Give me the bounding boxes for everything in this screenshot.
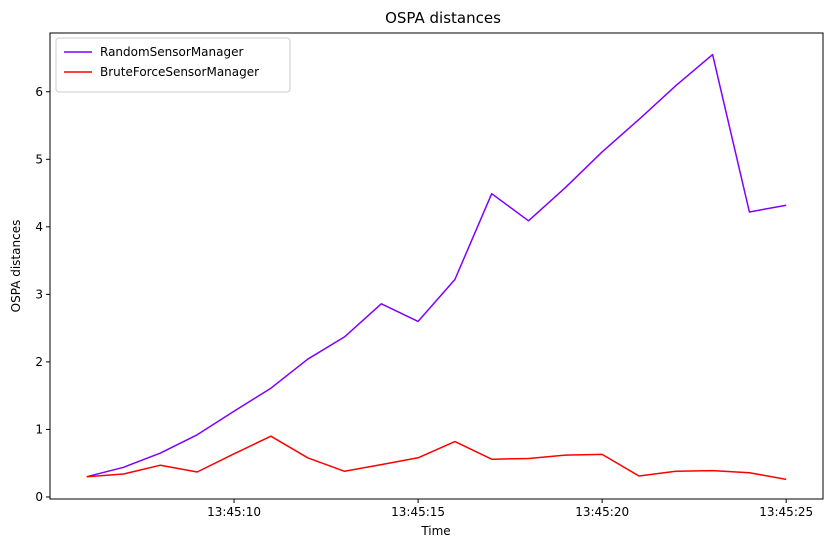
y-axis-label: OSPA distances — [9, 220, 23, 313]
x-axis-label: Time — [420, 524, 450, 538]
y-tick-label: 0 — [35, 490, 43, 504]
series-layer — [86, 53, 787, 481]
y-tick-label: 1 — [35, 422, 43, 436]
y-axis: 0 1 2 3 4 5 6 — [35, 85, 50, 504]
y-tick-label: 3 — [35, 287, 43, 301]
x-axis: 13:45:10 13:45:15 13:45:20 13:45:25 — [207, 499, 813, 519]
series-line-1 — [86, 435, 787, 481]
x-tick-label: 13:45:20 — [575, 505, 629, 519]
y-tick-label: 2 — [35, 355, 43, 369]
chart-title: OSPA distances — [385, 9, 501, 27]
x-tick-label: 13:45:15 — [391, 505, 445, 519]
plot-frame — [49, 32, 824, 500]
legend: RandomSensorManager BruteForceSensorManag… — [55, 37, 291, 93]
x-tick-label: 13:45:25 — [759, 505, 813, 519]
y-tick-label: 5 — [35, 152, 43, 166]
y-tick-label: 6 — [35, 85, 43, 99]
legend-box — [55, 37, 291, 93]
series-line-0 — [86, 53, 787, 478]
legend-label-0: RandomSensorManager — [100, 45, 243, 59]
x-tick-label: 13:45:10 — [207, 505, 261, 519]
legend-label-1: BruteForceSensorManager — [100, 65, 259, 79]
y-tick-label: 4 — [35, 220, 43, 234]
